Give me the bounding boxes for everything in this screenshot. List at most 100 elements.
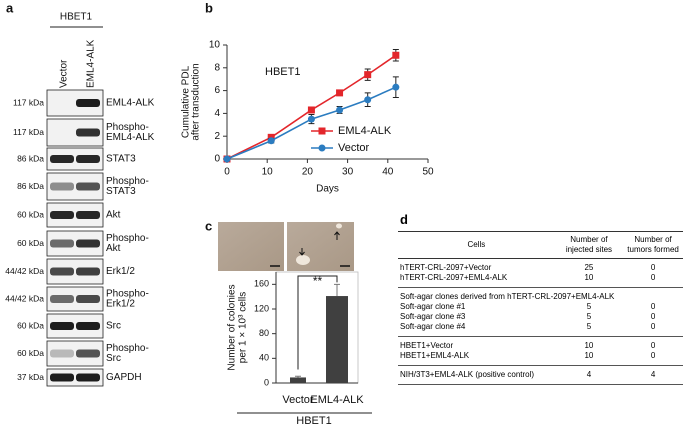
- protein-label: EML4-ALK: [106, 98, 155, 109]
- band: [50, 182, 74, 191]
- error-bar: [334, 283, 340, 297]
- colony: [336, 223, 342, 229]
- table-panel: d Cells Number of injected sites Number of…: [398, 212, 683, 385]
- table-cell: 5: [586, 312, 592, 321]
- y-axis-title-line: after transduction: [191, 63, 202, 140]
- band: [76, 295, 100, 303]
- table-cell: 10: [584, 351, 594, 360]
- band: [76, 182, 100, 191]
- protein-label: Src: [106, 353, 121, 364]
- y-tick-label: 6: [214, 85, 220, 96]
- protein-label: EML4-ALK: [106, 132, 155, 143]
- table-cell: NIH/3T3+EML4-ALK (positive control): [400, 370, 535, 379]
- band: [50, 155, 74, 163]
- size-label: 60 kDa: [17, 348, 44, 358]
- legend-label: EML4-ALK: [338, 125, 392, 137]
- table-cell: 25: [584, 263, 594, 272]
- x-tick-label: 0: [224, 167, 230, 178]
- legend-label: Vector: [338, 142, 370, 154]
- x-tick-label: 30: [342, 167, 354, 178]
- significance: **: [313, 274, 323, 288]
- colony-image: [287, 222, 354, 271]
- marker: [392, 83, 400, 91]
- protein-label: STAT3: [106, 186, 136, 197]
- table-cell: 5: [586, 302, 592, 311]
- marker: [364, 71, 372, 79]
- panel-label: a: [6, 0, 14, 15]
- table-cell: hTERT-CRL-2097+Vector: [400, 263, 492, 272]
- series-line: [226, 54, 397, 160]
- colony-image: [218, 222, 284, 271]
- row-group: HBET1+Vector 10 0 HBET1+EML4-ALK 10 0: [398, 337, 683, 366]
- protein-label: STAT3: [106, 154, 136, 165]
- marker: [336, 106, 344, 114]
- x-tick-label: 20: [302, 167, 314, 178]
- table-row: Soft-agar clone #1 5 0: [398, 302, 683, 312]
- protein-label: Phospho-: [106, 289, 149, 300]
- protein-label: Src: [106, 321, 121, 332]
- table-cell: HBET1+EML4-ALK: [400, 351, 470, 360]
- protein-label: Akt: [106, 243, 121, 254]
- band: [76, 322, 100, 330]
- y-axis-title: Number of colonies per 1 × 10³ cells: [227, 284, 249, 370]
- y-tick-label: 0: [264, 377, 269, 387]
- marker: [223, 155, 231, 163]
- header-cell: Number of tumors formed: [623, 231, 683, 259]
- table-cell: 0: [650, 273, 656, 282]
- bar: [326, 296, 348, 383]
- table-cell: 0: [650, 341, 656, 350]
- band: [50, 239, 74, 248]
- table-row: HBET1+Vector 10 0: [398, 337, 683, 352]
- y-tick-label: 2: [214, 131, 220, 142]
- legend-marker: [318, 144, 326, 152]
- size-label: 86 kDa: [17, 153, 44, 163]
- band: [50, 267, 74, 276]
- y-tick-label: 80: [259, 328, 269, 338]
- colony: [296, 255, 310, 265]
- band: [76, 155, 100, 163]
- size-label: 60 kDa: [17, 209, 44, 219]
- table-row: HBET1+EML4-ALK 10 0: [398, 351, 683, 366]
- protein-label: Erk1/2: [106, 266, 135, 277]
- table-cell: 10: [584, 341, 594, 350]
- protein-label: Phospho-: [106, 343, 149, 354]
- table-cell: 4: [586, 370, 592, 379]
- lane-label: Vector: [59, 59, 70, 88]
- row-group: NIH/3T3+EML4-ALK (positive control) 4 4: [398, 366, 683, 385]
- y-axis-title-line: Number of colonies: [227, 284, 238, 370]
- y-tick-label: 40: [259, 353, 269, 363]
- protein-label: Erk1/2: [106, 299, 135, 310]
- y-tick-label: 8: [214, 62, 220, 73]
- table-row: hTERT-CRL-2097+EML4-ALK 10 0: [398, 273, 683, 288]
- protein-label: Phospho-: [106, 122, 149, 133]
- table-row: Soft-agar clones derived from hTERT-CRL-…: [398, 288, 683, 303]
- x-tick-label: 50: [422, 167, 434, 178]
- table-cell: Soft-agar clone #3: [400, 312, 466, 321]
- series-line: [226, 86, 397, 160]
- table-cell: 0: [650, 302, 656, 311]
- y-axis-title-line: per 1 × 10³ cells: [238, 292, 249, 363]
- group-label: HBET1: [60, 12, 93, 23]
- annotation: HBET1: [265, 66, 300, 78]
- protein-label: Phospho-: [106, 233, 149, 244]
- table-cell: 0: [650, 322, 656, 331]
- band: [50, 211, 74, 219]
- size-label: 60 kDa: [17, 238, 44, 248]
- blot-frame: [46, 368, 104, 387]
- protein-label: Phospho-: [106, 176, 149, 187]
- table: Cells Number of injected sites Number of t…: [398, 231, 683, 385]
- panel-label: d: [400, 212, 408, 227]
- protein-label: GAPDH: [106, 372, 142, 383]
- table-cell: Soft-agar clone #1: [400, 302, 466, 311]
- table-cell: hTERT-CRL-2097+EML4-ALK: [400, 273, 508, 282]
- row-group: Soft-agar clones derived from hTERT-CRL-…: [398, 288, 683, 337]
- table-cell: 0: [650, 263, 656, 272]
- lane-label: EML4-ALK: [86, 39, 97, 88]
- y-tick-label: 10: [209, 40, 221, 51]
- header-cell: Number of injected sites: [554, 231, 624, 259]
- band: [50, 349, 74, 358]
- panel-label: c: [205, 218, 212, 233]
- marker: [364, 96, 372, 104]
- table-row: Soft-agar clone #3 5 0: [398, 312, 683, 322]
